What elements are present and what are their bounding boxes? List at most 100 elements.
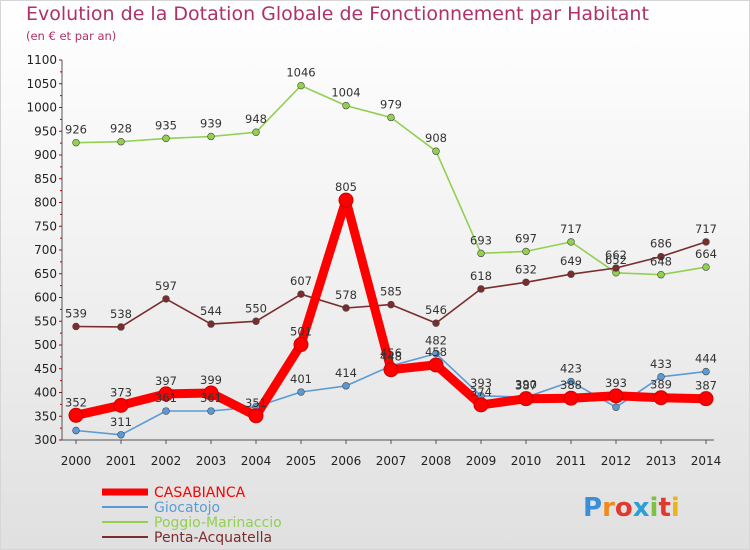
data-label: 399 [200, 373, 222, 387]
legend-label: CASABIANCA [154, 485, 246, 501]
data-point [293, 337, 309, 353]
data-point [158, 386, 174, 402]
data-point [252, 317, 260, 325]
y-tick-label: 650 [34, 267, 57, 281]
data-label: 693 [470, 233, 492, 247]
x-tick-label: 2002 [151, 454, 182, 468]
data-point [563, 390, 579, 406]
data-point [342, 382, 350, 390]
data-point [428, 357, 444, 373]
y-tick-label: 550 [34, 314, 57, 328]
data-point [297, 81, 305, 90]
data-label: 390 [515, 377, 537, 391]
data-label: 361 [200, 391, 222, 405]
data-point [522, 247, 530, 256]
data-point [387, 300, 395, 309]
x-tick-label: 2006 [331, 454, 362, 468]
data-label: 393 [605, 376, 627, 390]
x-tick-label: 2011 [556, 454, 587, 468]
chart-title: Evolution de la Dotation Globale de Fonc… [26, 3, 649, 25]
data-point [162, 407, 170, 415]
data-label: 652 [605, 253, 627, 267]
data-label: 444 [695, 352, 717, 366]
logo-letter: x [633, 493, 650, 523]
data-point [252, 128, 260, 136]
y-tick-label: 1050 [26, 77, 57, 91]
logo-letter: r [602, 493, 615, 523]
x-tick-label: 2008 [421, 454, 452, 468]
data-point [113, 397, 129, 413]
data-label: 948 [245, 112, 267, 126]
y-tick-label: 300 [34, 433, 57, 447]
data-label: 538 [110, 307, 132, 321]
data-label: 550 [245, 301, 267, 315]
data-point [207, 320, 215, 328]
data-point [612, 403, 620, 411]
data-label: 926 [65, 123, 87, 137]
data-label: 935 [155, 118, 177, 132]
data-point [72, 138, 80, 147]
data-point [612, 264, 620, 272]
legend-label: Giocatojo [154, 500, 220, 516]
data-point [477, 285, 485, 293]
data-point [518, 391, 534, 407]
data-label: 1046 [286, 66, 315, 80]
data-label: 352 [65, 395, 87, 409]
data-label: 597 [155, 279, 177, 293]
data-label: 387 [695, 379, 717, 393]
x-tick-label: 2010 [511, 454, 542, 468]
data-label: 389 [650, 378, 672, 392]
data-point [477, 249, 485, 258]
data-label: 361 [155, 391, 177, 405]
logo-letter: i [650, 493, 659, 523]
data-label: 448 [380, 350, 402, 364]
y-tick-label: 850 [34, 172, 57, 186]
data-label: 908 [425, 131, 447, 145]
x-tick-label: 2000 [61, 454, 92, 468]
y-tick-label: 750 [34, 219, 57, 233]
data-point [567, 377, 575, 386]
data-label: 401 [290, 372, 312, 386]
y-tick-label: 350 [34, 409, 57, 423]
data-point [473, 397, 489, 413]
data-point [68, 407, 84, 423]
data-point [653, 390, 669, 406]
chart-axes: 300 350 400 450 500 550 600 650 700 750 800 850 900 9… [26, 53, 721, 468]
data-point [117, 138, 125, 146]
data-label: 648 [650, 255, 672, 269]
x-tick-label: 2013 [646, 454, 677, 468]
data-point [248, 408, 264, 424]
proxiti-logo: Proxiti [583, 493, 680, 523]
data-point [657, 252, 665, 261]
data-point [657, 373, 665, 381]
x-tick-label: 2007 [376, 454, 407, 468]
data-point [297, 388, 305, 396]
y-tick-label: 600 [34, 291, 57, 305]
data-label: 578 [335, 288, 357, 302]
data-point [432, 147, 440, 155]
y-tick-label: 400 [34, 386, 57, 400]
y-tick-label: 800 [34, 196, 57, 210]
data-label: 939 [200, 116, 222, 130]
data-point [383, 362, 399, 378]
logo-letter: P [583, 493, 602, 523]
y-tick-label: 450 [34, 362, 57, 376]
y-tick-label: 1100 [26, 53, 57, 67]
logo-letter: t [658, 493, 670, 523]
data-label: 373 [110, 385, 132, 399]
data-label: 928 [110, 122, 132, 136]
logo-letter: o [615, 493, 633, 523]
data-label: 632 [515, 262, 537, 276]
data-point [162, 295, 170, 303]
data-label: 458 [425, 345, 447, 359]
data-label: 664 [695, 247, 717, 261]
data-point [342, 304, 350, 312]
data-point [342, 101, 350, 110]
x-tick-label: 2005 [286, 454, 317, 468]
legend-label: Poggio-Marinaccio [154, 515, 282, 531]
logo-letter: i [671, 493, 680, 523]
data-point [698, 391, 714, 407]
data-point [567, 238, 575, 246]
data-label: 618 [470, 269, 492, 283]
data-label: 539 [65, 306, 87, 320]
